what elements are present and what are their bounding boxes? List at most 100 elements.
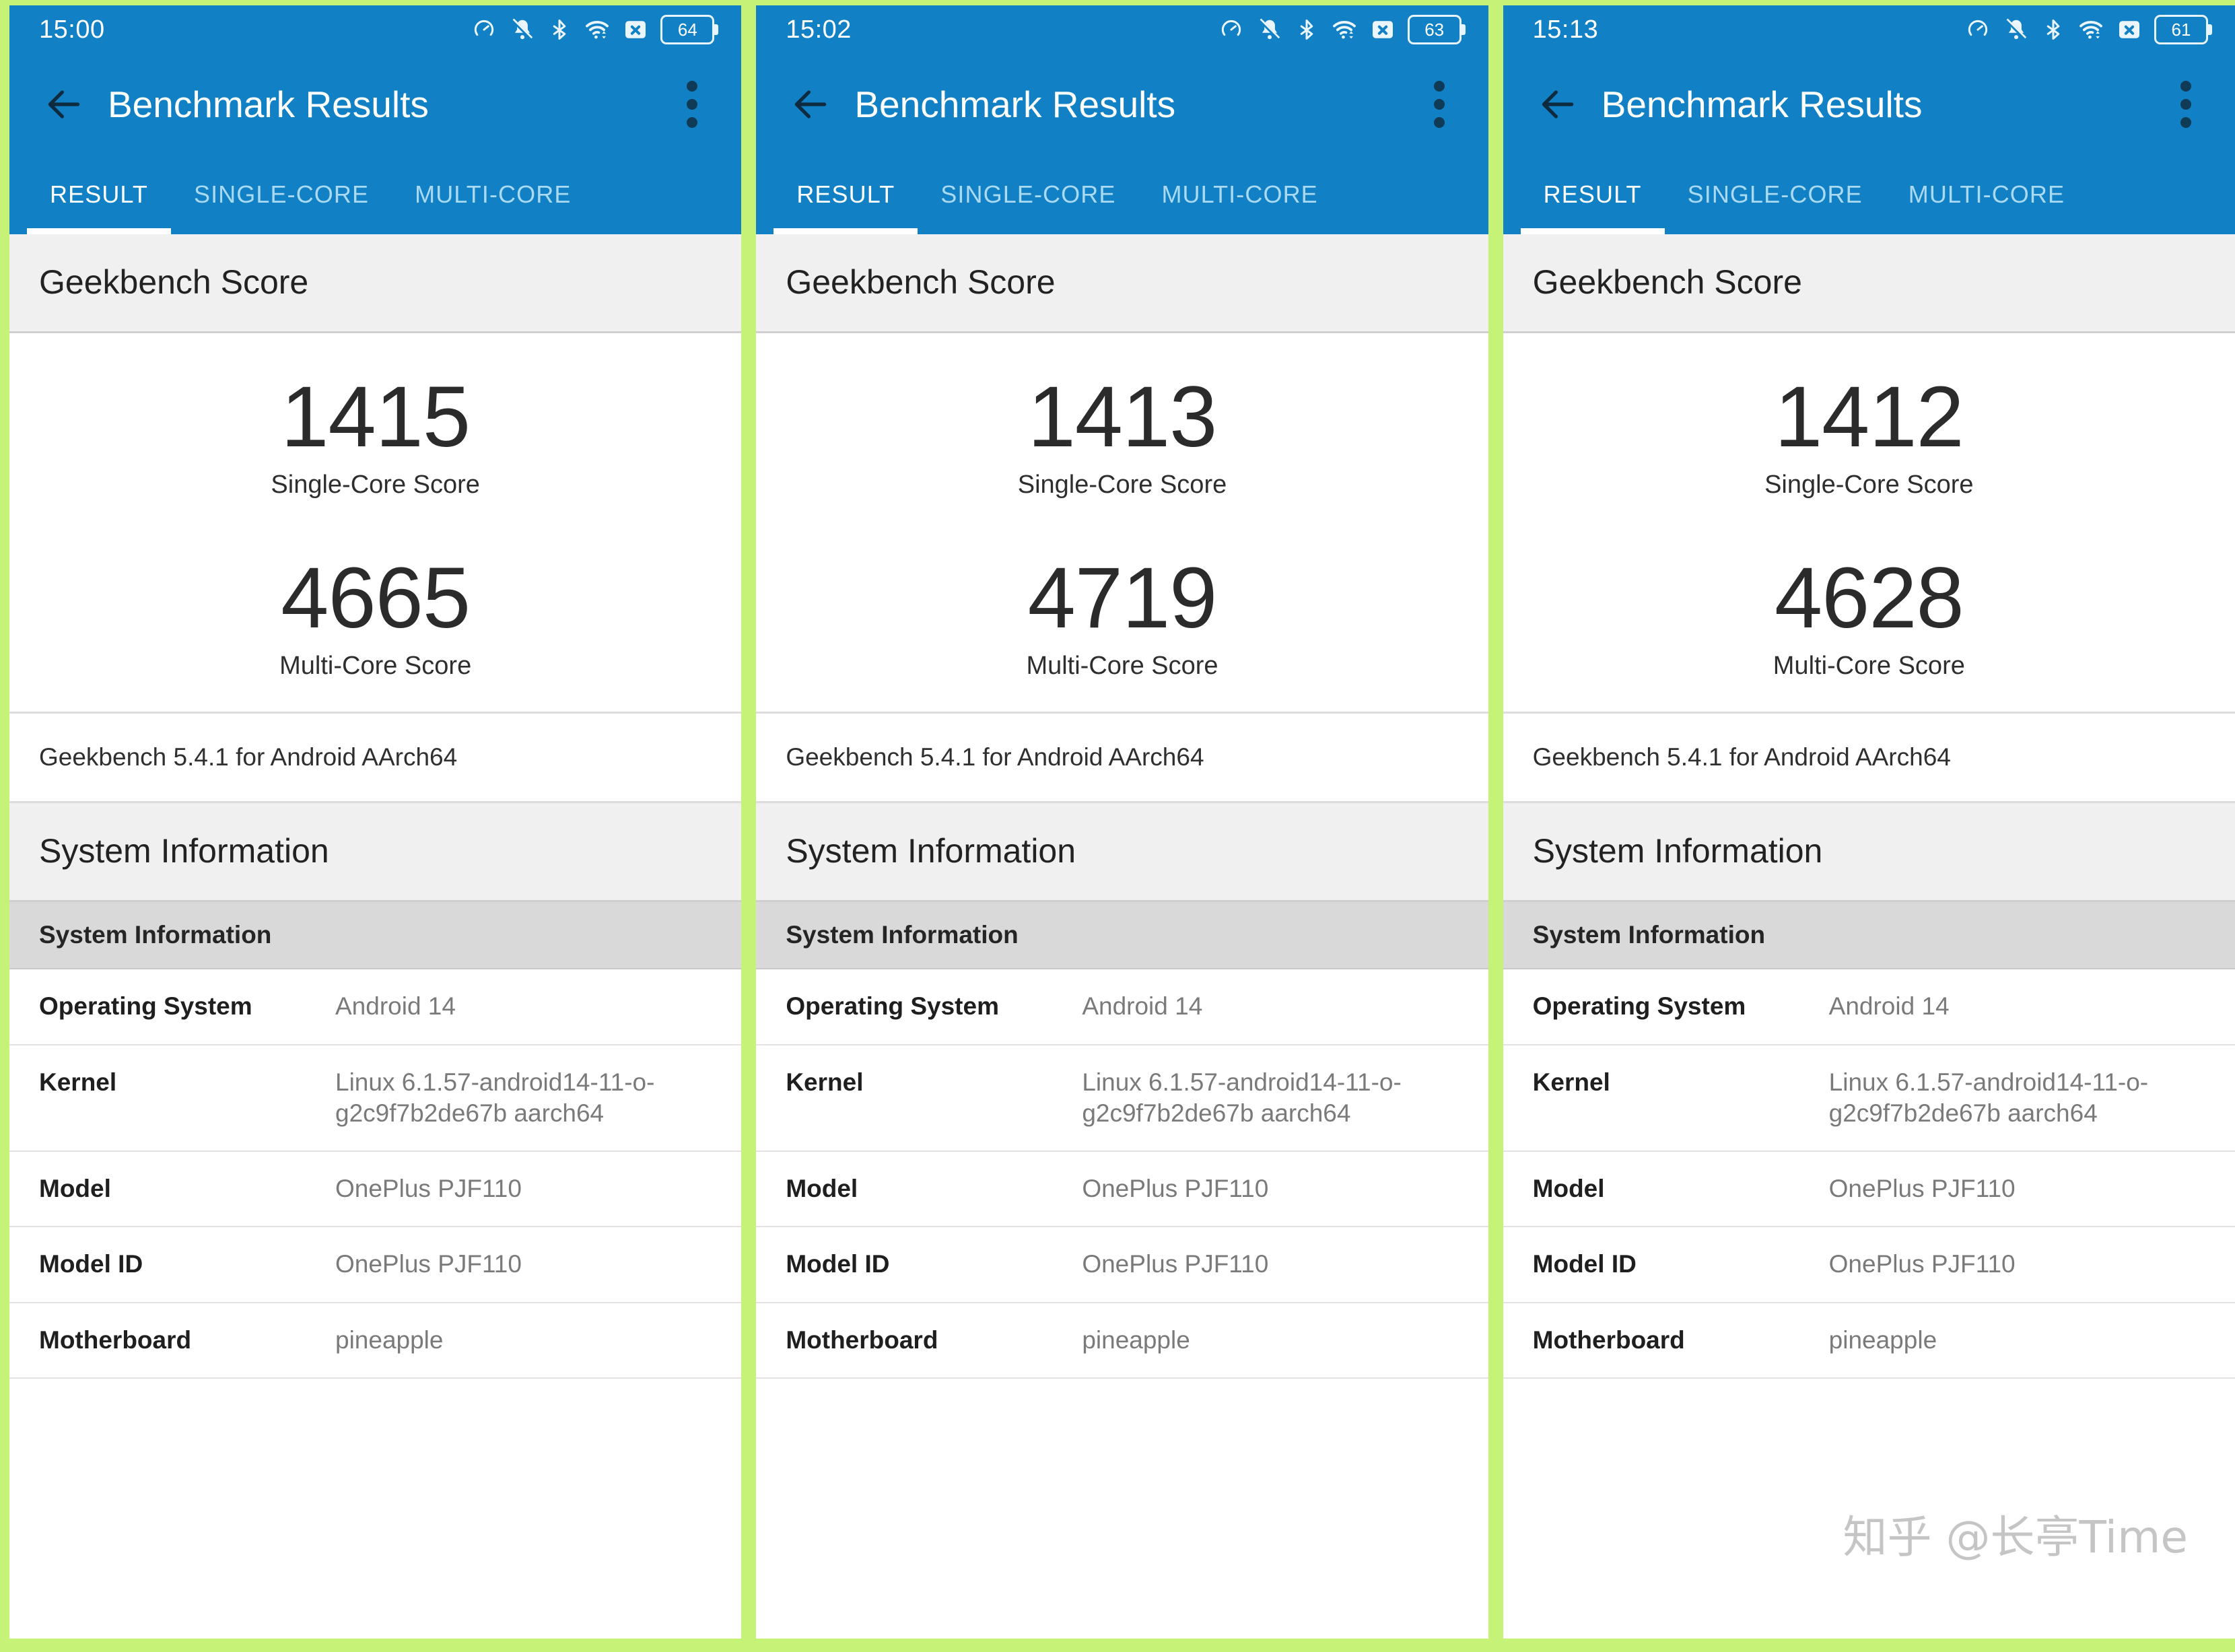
table-row: Operating System Android 14: [1503, 969, 2235, 1045]
row-value: Android 14: [1828, 992, 1950, 1021]
row-value: OnePlus PJF110: [1828, 1250, 2016, 1278]
overflow-dot: [687, 81, 698, 92]
table-row: Kernel Linux 6.1.57-android14-11-o-g2c9f…: [9, 1045, 742, 1152]
title-bar: Benchmark Results: [9, 54, 741, 155]
row-key: Operating System: [1532, 992, 1746, 1021]
row-value: pineapple: [1828, 1326, 1937, 1354]
system-information-subheading: System Information: [1532, 921, 1766, 949]
row-key: Model ID: [786, 1250, 890, 1278]
tab-result[interactable]: RESULT: [773, 155, 918, 234]
result-content: Geekbench Score 1412 Single-Core Score 4…: [1503, 234, 2235, 1639]
tab-result[interactable]: RESULT: [1520, 155, 1665, 234]
status-clock: 15:00: [39, 15, 105, 44]
multi-core-score-label: Multi-Core Score: [279, 652, 472, 681]
row-key: Model: [39, 1175, 111, 1203]
system-information-heading: System Information: [1532, 832, 1823, 870]
multi-core-score-label: Multi-Core Score: [1026, 652, 1218, 681]
table-row: Kernel Linux 6.1.57-android14-11-o-g2c9f…: [756, 1045, 1488, 1152]
tab-result[interactable]: RESULT: [27, 155, 171, 234]
system-information-section-header: System Information: [1503, 803, 2235, 903]
page-title: Benchmark Results: [1601, 83, 1923, 125]
app-bar: 15:13: [1503, 5, 2235, 234]
sim-no-service-icon: [623, 18, 648, 42]
score-card: 1413 Single-Core Score 4719 Multi-Core S…: [756, 333, 1488, 714]
result-content: Geekbench Score 1415 Single-Core Score 4…: [9, 234, 742, 1639]
geekbench-score-heading: Geekbench Score: [39, 263, 309, 301]
overflow-menu-icon[interactable]: [2161, 73, 2211, 135]
battery-icon: 63: [1407, 15, 1466, 44]
score-spacer: [9, 500, 741, 552]
table-row: Motherboard pineapple: [1503, 1303, 2235, 1379]
tab-multi-core[interactable]: MULTI-CORE: [1161, 180, 1318, 208]
page-title: Benchmark Results: [854, 83, 1176, 125]
geekbench-score-heading: Geekbench Score: [1532, 263, 1802, 301]
back-arrow-icon[interactable]: [39, 79, 89, 129]
multi-core-score-value: 4719: [1027, 550, 1218, 647]
row-value: pineapple: [1082, 1326, 1190, 1354]
tab-multi-core[interactable]: MULTI-CORE: [415, 180, 572, 208]
status-icons: 61: [1965, 15, 2212, 44]
row-key: Kernel: [39, 1068, 117, 1096]
system-information-heading: System Information: [786, 832, 1076, 870]
row-value: Linux 6.1.57-android14-11-o-g2c9f7b2de67…: [1082, 1068, 1402, 1127]
row-value: Android 14: [1082, 992, 1203, 1021]
title-bar: Benchmark Results: [756, 54, 1488, 155]
bluetooth-icon: [1295, 17, 1318, 42]
geekbench-score-heading: Geekbench Score: [786, 263, 1056, 301]
tab-bar: RESULT SINGLE-CORE MULTI-CORE: [756, 155, 1488, 234]
single-core-score-value: 1413: [1027, 369, 1218, 465]
sim-no-service-icon: [1371, 18, 1395, 42]
score-card: 1415 Single-Core Score 4665 Multi-Core S…: [9, 333, 742, 714]
back-arrow-icon[interactable]: [786, 79, 835, 129]
row-value: pineapple: [335, 1326, 444, 1354]
speedometer-icon: [1218, 17, 1244, 42]
row-key: Model ID: [1532, 1250, 1637, 1278]
bell-muted-icon: [1257, 17, 1282, 42]
row-value: OnePlus PJF110: [1082, 1175, 1269, 1203]
single-core-score-value: 1415: [281, 369, 471, 465]
geekbench-score-section-header: Geekbench Score: [9, 234, 742, 333]
system-information-section-header: System Information: [756, 803, 1488, 903]
table-row: Operating System Android 14: [756, 969, 1488, 1045]
single-core-score-label: Single-Core Score: [1017, 471, 1227, 500]
overflow-dot: [2180, 99, 2191, 110]
table-row: Operating System Android 14: [9, 969, 742, 1045]
row-key: Motherboard: [786, 1326, 938, 1354]
system-information-section-header: System Information: [9, 803, 742, 903]
status-bar: 15:02: [756, 5, 1488, 54]
tab-multi-core[interactable]: MULTI-CORE: [1908, 180, 2065, 208]
tab-single-core[interactable]: SINGLE-CORE: [193, 180, 370, 208]
screenshot-panel-3: 15:13: [1503, 5, 2235, 1639]
battery-icon: 64: [660, 15, 719, 44]
row-key: Kernel: [786, 1068, 864, 1096]
geekbench-score-section-header: Geekbench Score: [1503, 234, 2235, 333]
multi-core-score-value: 4628: [1774, 550, 1964, 647]
result-content: Geekbench Score 1413 Single-Core Score 4…: [756, 234, 1488, 1639]
system-information-subheader: System Information: [756, 902, 1488, 970]
overflow-dot: [687, 99, 698, 110]
status-clock: 15:02: [786, 15, 852, 44]
bluetooth-icon: [548, 17, 571, 42]
tab-single-core[interactable]: SINGLE-CORE: [1687, 180, 1863, 208]
battery-level: 63: [1424, 20, 1445, 40]
row-key: Motherboard: [1532, 1326, 1685, 1354]
system-information-subheader: System Information: [9, 902, 742, 970]
overflow-menu-icon[interactable]: [1414, 73, 1464, 135]
battery-icon: 61: [2154, 15, 2212, 44]
back-arrow-icon[interactable]: [1533, 79, 1583, 129]
tab-single-core[interactable]: SINGLE-CORE: [940, 180, 1116, 208]
speedometer-icon: [1965, 17, 1991, 42]
bell-muted-icon: [510, 17, 535, 42]
status-bar: 15:00: [9, 5, 741, 54]
overflow-dot: [687, 117, 698, 128]
table-row: Model ID OnePlus PJF110: [756, 1227, 1488, 1303]
row-value: Linux 6.1.57-android14-11-o-g2c9f7b2de67…: [1828, 1068, 2149, 1127]
table-row: Model OnePlus PJF110: [1503, 1152, 2235, 1228]
table-row: Model ID OnePlus PJF110: [1503, 1227, 2235, 1303]
bell-muted-icon: [2003, 17, 2029, 42]
row-key: Model: [1532, 1175, 1605, 1203]
sim-no-service-icon: [2117, 18, 2141, 42]
overflow-menu-icon[interactable]: [667, 73, 717, 135]
overflow-dot: [1433, 117, 1445, 128]
system-information-subheading: System Information: [39, 921, 272, 949]
